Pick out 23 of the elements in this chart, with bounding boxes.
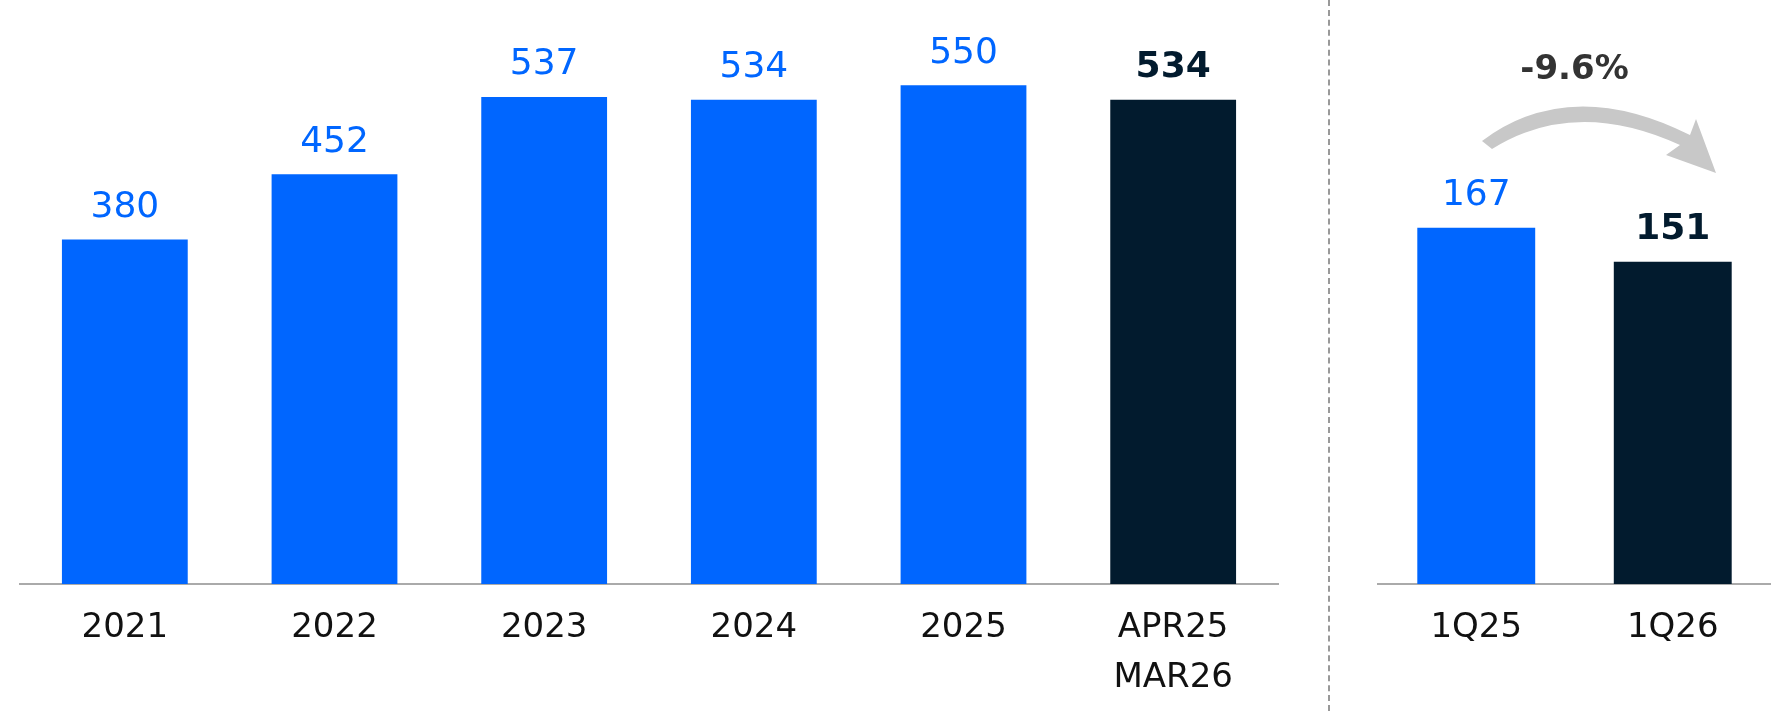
- x-tick-label: 2024: [710, 605, 798, 646]
- data-label: 534: [1135, 44, 1211, 86]
- data-label: 534: [719, 44, 789, 86]
- bar: [1110, 99, 1237, 584]
- bar: [61, 239, 188, 584]
- data-label: 452: [300, 118, 369, 160]
- text: -9.6%: [1520, 46, 1629, 87]
- bar: [690, 99, 817, 584]
- data-label: 380: [90, 183, 160, 225]
- x-tick-label: 1Q25: [1430, 605, 1523, 646]
- x-tick-label: 2021: [81, 605, 169, 646]
- x-tick-label: 1Q26: [1626, 605, 1719, 646]
- bar: [271, 174, 398, 584]
- x-tick-label: 2025: [920, 605, 1007, 646]
- x-tick-label: 2023: [500, 605, 588, 646]
- bar: [900, 85, 1027, 584]
- data-label: 167: [1441, 172, 1511, 214]
- x-tick-label: 2022: [291, 605, 378, 646]
- data-label: 550: [929, 29, 998, 71]
- data-label: 151: [1635, 206, 1711, 248]
- x-tick-label: APR25 MAR26: [1113, 605, 1233, 695]
- bar: [481, 97, 608, 584]
- data-label: 537: [509, 41, 579, 83]
